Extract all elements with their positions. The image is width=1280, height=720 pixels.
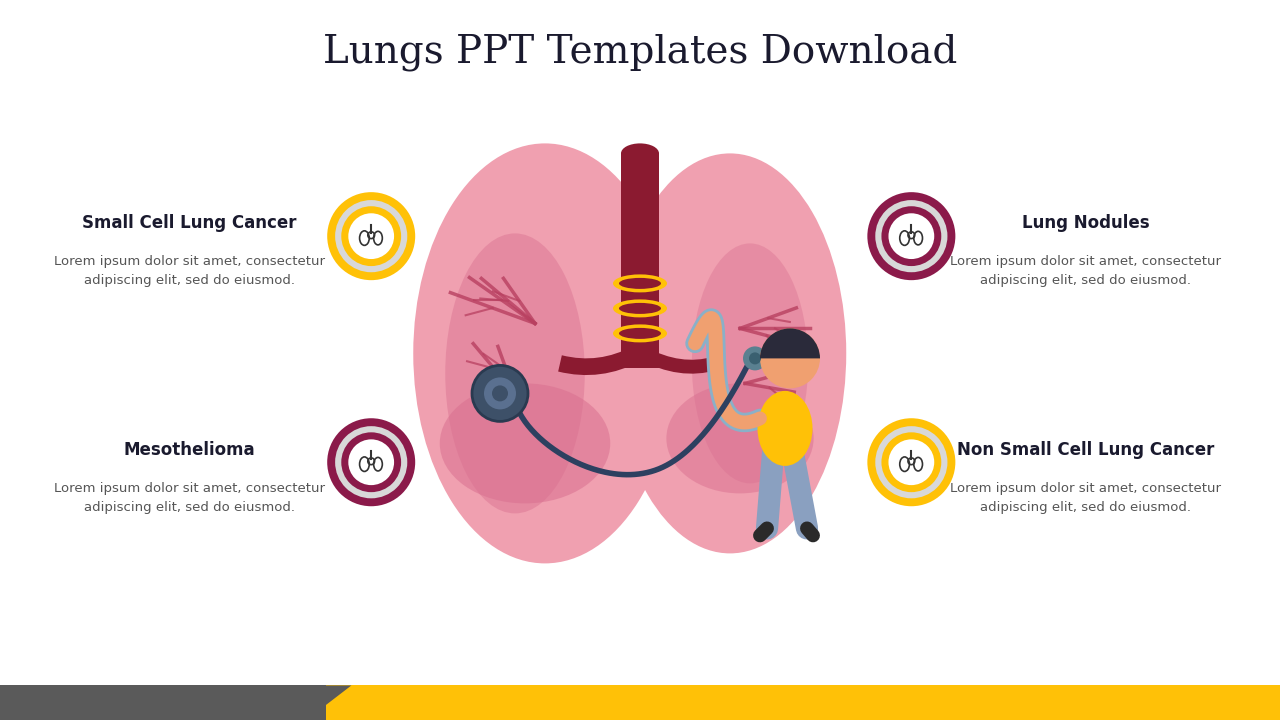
Circle shape [342,206,401,266]
Circle shape [749,352,762,364]
Circle shape [342,432,401,492]
Circle shape [348,439,394,485]
Text: Lorem ipsum dolor sit amet, consectetur
adipiscing elit, sed do eiusmod.: Lorem ipsum dolor sit amet, consectetur … [950,255,1221,287]
Circle shape [348,213,394,259]
Circle shape [328,418,415,506]
Wedge shape [760,328,820,359]
Circle shape [888,439,934,485]
Text: Lorem ipsum dolor sit amet, consectetur
adipiscing elit, sed do eiusmod.: Lorem ipsum dolor sit amet, consectetur … [54,482,325,514]
Ellipse shape [613,153,846,554]
Ellipse shape [445,233,585,513]
Circle shape [328,192,415,280]
Ellipse shape [620,303,660,314]
Circle shape [876,426,947,498]
Ellipse shape [613,325,667,343]
Ellipse shape [613,300,667,318]
Ellipse shape [667,383,814,493]
Bar [316,685,1280,720]
Circle shape [484,377,516,410]
Circle shape [472,366,529,421]
Ellipse shape [635,179,774,369]
Circle shape [888,213,934,259]
Circle shape [868,418,955,506]
Bar [0,685,326,720]
Circle shape [868,192,955,280]
Circle shape [882,206,941,266]
Ellipse shape [620,278,660,289]
Ellipse shape [440,383,611,503]
Circle shape [760,328,820,388]
Text: Lungs PPT Templates Download: Lungs PPT Templates Download [323,33,957,71]
Bar [621,153,659,369]
Ellipse shape [692,243,808,483]
Ellipse shape [413,143,677,563]
Circle shape [882,432,941,492]
Ellipse shape [498,174,653,374]
Ellipse shape [613,274,667,292]
Circle shape [335,426,407,498]
Circle shape [492,385,508,402]
Circle shape [742,346,767,370]
Ellipse shape [621,143,659,163]
Bar [0,685,306,720]
Text: Lorem ipsum dolor sit amet, consectetur
adipiscing elit, sed do eiusmod.: Lorem ipsum dolor sit amet, consectetur … [54,255,325,287]
Text: Lorem ipsum dolor sit amet, consectetur
adipiscing elit, sed do eiusmod.: Lorem ipsum dolor sit amet, consectetur … [950,482,1221,514]
Ellipse shape [758,391,813,466]
Text: Small Cell Lung Cancer: Small Cell Lung Cancer [82,215,297,232]
Circle shape [335,200,407,272]
Text: Mesothelioma: Mesothelioma [124,441,255,459]
Circle shape [876,200,947,272]
Text: Non Small Cell Lung Cancer: Non Small Cell Lung Cancer [956,441,1215,459]
Polygon shape [306,685,352,720]
Ellipse shape [620,328,660,339]
Text: Lung Nodules: Lung Nodules [1021,215,1149,232]
